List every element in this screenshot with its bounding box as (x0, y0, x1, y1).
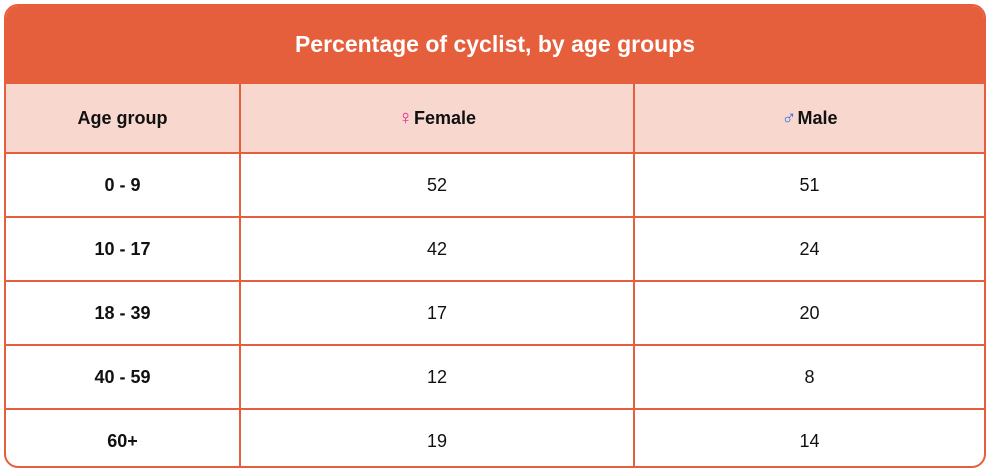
age-group-text: 40 - 59 (94, 366, 151, 387)
female-value-text: 12 (426, 366, 448, 387)
male-value-text: 8 (804, 366, 815, 387)
female-value-text: 19 (426, 430, 448, 451)
age-group-text: 60+ (107, 430, 138, 451)
header-age-group: Age group (6, 82, 241, 152)
age-group-cell: 60+ (6, 408, 241, 466)
female-value-text: 42 (426, 238, 448, 259)
female-value-text: 52 (426, 174, 448, 195)
header-male: ♂ Male (635, 82, 984, 152)
header-male-label: Male (797, 107, 838, 128)
female-value-cell: 52 (241, 152, 635, 216)
header-female-label: Female (413, 107, 477, 128)
age-group-text: 18 - 39 (94, 302, 151, 323)
header-female: ♀ Female (241, 82, 635, 152)
female-value-cell: 42 (241, 216, 635, 280)
male-value-cell: 24 (635, 216, 984, 280)
age-group-cell: 0 - 9 (6, 152, 241, 216)
male-symbol-icon: ♂ (781, 106, 797, 129)
data-table: Percentage of cyclist, by age groups Age… (4, 4, 986, 468)
female-value-text: 17 (426, 302, 448, 323)
male-value-text: 51 (799, 174, 820, 195)
age-group-cell: 10 - 17 (6, 216, 241, 280)
age-group-cell: 18 - 39 (6, 280, 241, 344)
male-value-text: 24 (799, 238, 820, 259)
male-value-cell: 8 (635, 344, 984, 408)
table-grid: Age group ♀ Female ♂ Male 0 - 9 52 51 10 - … (6, 82, 984, 466)
age-group-text: 0 - 9 (104, 174, 141, 195)
header-age-group-label: Age group (77, 107, 168, 128)
male-value-cell: 14 (635, 408, 984, 466)
female-value-cell: 17 (241, 280, 635, 344)
female-symbol-icon: ♀ (397, 106, 413, 129)
male-value-text: 20 (799, 302, 820, 323)
male-value-text: 14 (799, 430, 820, 451)
female-value-cell: 19 (241, 408, 635, 466)
female-value-cell: 12 (241, 344, 635, 408)
male-value-cell: 51 (635, 152, 984, 216)
male-value-cell: 20 (635, 280, 984, 344)
table-title: Percentage of cyclist, by age groups (6, 6, 984, 82)
age-group-cell: 40 - 59 (6, 344, 241, 408)
age-group-text: 10 - 17 (94, 238, 151, 259)
